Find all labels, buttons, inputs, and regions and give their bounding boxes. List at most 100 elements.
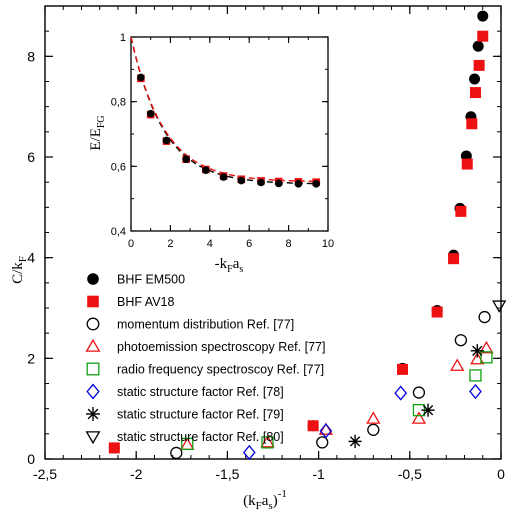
- data-point: [348, 434, 362, 448]
- data-point: [455, 205, 467, 217]
- series-7: [491, 300, 507, 313]
- data-point: [260, 435, 275, 448]
- legend-marker-stroke: [87, 408, 99, 420]
- legend-label: static structure factor Ref. [78]: [117, 385, 284, 399]
- inset-data-point: [182, 155, 190, 164]
- y-tick-label: 0: [27, 451, 35, 467]
- inset-data-point: [274, 179, 283, 188]
- series-2: [170, 310, 491, 460]
- data-point: [318, 422, 334, 435]
- data-point: [412, 386, 426, 399]
- series-6: [348, 344, 484, 448]
- y-tick-label: 8: [27, 48, 35, 64]
- legend-marker: [86, 383, 100, 400]
- data-point: [479, 340, 494, 354]
- y-tick-label: 6: [27, 149, 35, 165]
- data-point: [469, 369, 482, 382]
- inset-x-tick-label: 6: [246, 238, 252, 250]
- inset-y-tick-label: 1: [120, 32, 126, 44]
- data-point: [319, 423, 333, 439]
- x-tick-label: -2: [130, 466, 143, 482]
- data-point: [108, 442, 120, 454]
- main-plot: -2,5 -2 -1,5 -1 -0,5 0 0 2 4 6 8: [27, 5, 507, 482]
- legend-label: momentum distribution Ref. [77]: [117, 318, 294, 332]
- inset-y-tick-label: 0,4: [111, 226, 126, 238]
- data-point: [478, 310, 491, 324]
- series-5: [242, 383, 482, 461]
- data-point: [454, 334, 468, 347]
- inset-data-point: [219, 173, 228, 181]
- series-3: [180, 340, 494, 450]
- data-point: [470, 344, 484, 358]
- inset-x-axis-label: -kFas: [215, 256, 244, 275]
- data-point: [316, 436, 329, 449]
- data-point: [307, 420, 319, 432]
- x-tick-label: -0,5: [398, 466, 422, 482]
- inset-data-point: [257, 178, 265, 187]
- data-point: [472, 40, 484, 52]
- inset-y-tick-label: 0,8: [111, 97, 126, 109]
- inset-data-point: [237, 176, 246, 185]
- data-point: [473, 59, 485, 71]
- inset-x-tick-label: 2: [167, 238, 173, 250]
- data-point: [397, 363, 409, 375]
- legend: BHF EM500 BHF AV18 momentum distribution R…: [85, 273, 325, 445]
- inset-x-tick-label: 4: [207, 238, 213, 250]
- x-axis-label: (kFas)-1: [243, 488, 287, 512]
- data-point: [480, 351, 493, 364]
- data-point: [394, 385, 408, 401]
- data-point: [450, 358, 465, 371]
- legend-label: BHF AV18: [117, 295, 174, 309]
- legend-label: static structure factor Ref. [79]: [117, 408, 284, 422]
- inset-series-0: [137, 73, 320, 188]
- inset-x-tick-label: 8: [286, 238, 292, 250]
- x-tick-label: -1: [312, 466, 325, 482]
- data-point: [469, 383, 482, 400]
- legend-marker: [87, 273, 99, 285]
- data-point: [469, 73, 481, 85]
- x-tick-label: -1,5: [215, 466, 239, 482]
- data-point: [242, 444, 256, 461]
- inset-y-tick-label: 0,6: [111, 161, 126, 173]
- data-point: [366, 411, 381, 424]
- data-point: [477, 10, 489, 22]
- data-point: [367, 423, 380, 436]
- data-point: [466, 118, 478, 130]
- data-point-stroke: [349, 436, 361, 447]
- data-point-stroke: [422, 405, 434, 416]
- data-point: [261, 436, 274, 449]
- inset-x-tick-label: 10: [322, 238, 334, 250]
- series-4: [181, 351, 493, 451]
- inset-data-point: [294, 179, 303, 188]
- data-point: [469, 87, 481, 99]
- data-point: [491, 300, 507, 313]
- inset-data-point: [202, 166, 210, 175]
- legend-label: static structure factor Ref. [80]: [117, 430, 284, 444]
- data-point: [477, 30, 489, 42]
- inset-curve-0: [130, 36, 321, 185]
- data-point: [421, 403, 435, 417]
- legend-label: photoemission spectroscopy Ref. [77]: [117, 340, 325, 354]
- y-axis-label: C/kF: [10, 256, 29, 284]
- data-point: [170, 446, 183, 460]
- legend-label: radio frequency spectroscoy Ref. [77]: [117, 363, 324, 377]
- legend-marker: [87, 295, 99, 308]
- series-1: [108, 30, 489, 454]
- inset-data-point: [137, 73, 145, 82]
- inset-y-axis-label: E/EFG: [88, 115, 107, 150]
- data-point: [411, 411, 427, 424]
- inset-data-point: [312, 179, 320, 188]
- inset-frame: [130, 36, 329, 232]
- data-point: [448, 253, 460, 265]
- data-point: [461, 158, 473, 170]
- legend-marker: [86, 407, 100, 421]
- y-tick-label: 4: [27, 250, 35, 266]
- inset-curve-1: [130, 36, 321, 183]
- data-point-stroke: [472, 345, 483, 356]
- legend-marker: [85, 431, 101, 445]
- legend-marker: [86, 317, 100, 331]
- x-tick-label: 0: [497, 466, 505, 482]
- y-tick-label: 2: [27, 350, 35, 366]
- inset-x-tick-label: 0: [128, 238, 134, 250]
